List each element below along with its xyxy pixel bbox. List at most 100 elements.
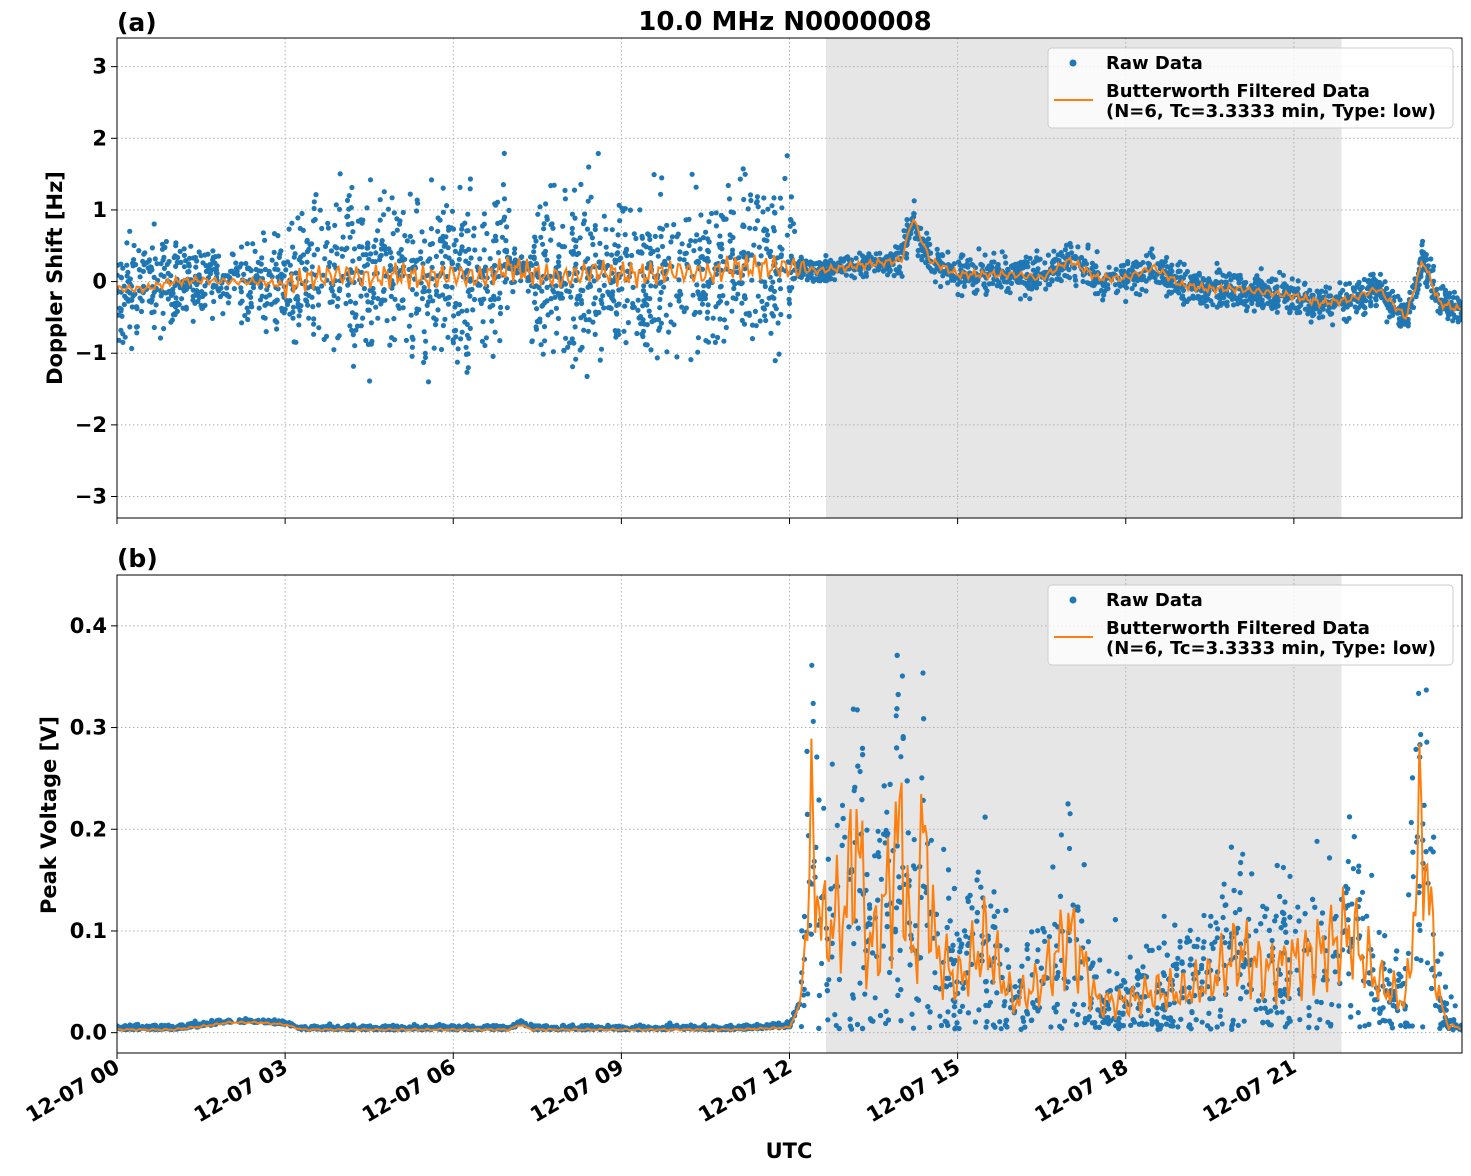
panel-a-raw-point [764, 228, 769, 233]
panel-a-raw-point [1003, 254, 1008, 259]
panel-a-raw-point [1037, 281, 1042, 286]
panel-b-raw-point [1086, 939, 1091, 944]
panel-a-raw-point [771, 195, 776, 200]
panel-a-raw-point [377, 254, 382, 259]
panel-a-raw-point [542, 221, 547, 226]
panel-a-raw-point [635, 308, 640, 313]
panel-a-raw-point [563, 336, 568, 341]
panel-a-raw-point [731, 295, 736, 300]
panel-a-raw-point [578, 182, 583, 187]
panel-a-raw-point [502, 151, 507, 156]
panel-a-raw-point [706, 219, 711, 224]
panel-a-raw-point [1025, 264, 1030, 269]
panel-a-raw-point [1214, 261, 1219, 266]
panel-b-raw-point [1351, 866, 1356, 871]
panel-a-raw-point [471, 233, 476, 238]
panel-a-raw-point [390, 195, 395, 200]
panel-a-raw-point [776, 352, 781, 357]
panel-a-raw-point [432, 346, 437, 351]
panel-a-raw-point [610, 227, 615, 232]
panel-a-raw-point [1252, 308, 1257, 313]
panel-a-raw-point [614, 311, 619, 316]
panel-a-raw-point [290, 245, 295, 250]
panel-a-legend[interactable]: Raw Data Butterworth Filtered Data (N=6,… [1048, 48, 1453, 128]
panel-a-raw-point [512, 246, 517, 251]
panel-a-raw-point [703, 338, 708, 343]
panel-a-raw-point [310, 304, 315, 309]
panel-a-raw-point [731, 286, 736, 291]
panel-a-raw-point [535, 212, 540, 217]
panel-a-raw-point [777, 278, 782, 283]
panel-a-raw-point [173, 240, 178, 245]
panel-a-raw-point [410, 239, 415, 244]
panel-a-raw-point [1130, 264, 1135, 269]
panel-a-raw-point [1281, 273, 1286, 278]
panel-a-raw-point [484, 231, 489, 236]
panel-a-raw-point [1137, 292, 1142, 297]
panel-a-raw-point [450, 285, 455, 290]
panel-b-raw-point [1211, 946, 1216, 951]
panel-a-legend-raw-label: Raw Data [1106, 53, 1203, 74]
panel-a-raw-point [789, 285, 794, 290]
panel-b-raw-point [1424, 687, 1429, 692]
panel-b-raw-point [1346, 971, 1351, 976]
panel-a-raw-point [1194, 273, 1199, 278]
panel-a-raw-point [194, 258, 199, 263]
panel-a-raw-point [212, 267, 217, 272]
panel-a-raw-point [137, 267, 142, 272]
panel-b-raw-point [1424, 740, 1429, 745]
panel-a-raw-point [749, 278, 754, 283]
panel-a-raw-point [1095, 249, 1100, 254]
panel-a-raw-point [1213, 279, 1218, 284]
panel-a-raw-point [197, 249, 202, 254]
panel-a-raw-point [756, 294, 761, 299]
panel-a-raw-point [688, 238, 693, 243]
panel-a-raw-point [392, 297, 397, 302]
panel-a-raw-point [895, 245, 900, 250]
panel-a-raw-point [858, 268, 863, 273]
panel-a-raw-point [935, 252, 940, 257]
panel-a-raw-point [636, 298, 641, 303]
panel-a-raw-point [184, 287, 189, 292]
panel-a-raw-point [388, 250, 393, 255]
panel-a-raw-point [142, 250, 147, 255]
panel-a-raw-point [232, 286, 237, 291]
panel-a-raw-point [682, 257, 687, 262]
panel-a-raw-point [628, 208, 633, 213]
panel-a-raw-point [701, 283, 706, 288]
panel-a-raw-point [1361, 312, 1366, 317]
panel-a-raw-point [410, 335, 415, 340]
panel-b-raw-point [973, 1019, 978, 1024]
panel-a-raw-point [573, 357, 578, 362]
panel-a-raw-point [742, 295, 747, 300]
panel-a-raw-point [319, 226, 324, 231]
panel-a-raw-point [332, 293, 337, 298]
panel-a-raw-point [1027, 296, 1032, 301]
panel-b-raw-point [1270, 938, 1275, 943]
panel-a-raw-point [263, 316, 268, 321]
panel-a-raw-point [761, 195, 766, 200]
panel-a-raw-point [309, 241, 314, 246]
panel-a-raw-point [249, 301, 254, 306]
panel-a-raw-point [1290, 276, 1295, 281]
panel-a-raw-point [468, 279, 473, 284]
panel-a-raw-point [706, 302, 711, 307]
panel-a-raw-point [161, 258, 166, 263]
panel-a-raw-point [728, 239, 733, 244]
panel-a-raw-point [743, 172, 748, 177]
panel-a-raw-point [313, 217, 318, 222]
panel-a-raw-point [465, 333, 470, 338]
panel-a-raw-point [274, 326, 279, 331]
panel-a-raw-point [388, 263, 393, 268]
panel-a-raw-point [554, 331, 559, 336]
panel-a-raw-point [502, 215, 507, 220]
panel-a-raw-point [1018, 296, 1023, 301]
panel-a-raw-point [211, 283, 216, 288]
panel-b-raw-point [960, 1004, 965, 1009]
panel-a-raw-point [1050, 260, 1055, 265]
panel-a-raw-point [139, 309, 144, 314]
panel-a-raw-point [531, 249, 536, 254]
panel-a-raw-point [1282, 299, 1287, 304]
panel-b-raw-point [1208, 923, 1213, 928]
panel-a-raw-point [747, 311, 752, 316]
